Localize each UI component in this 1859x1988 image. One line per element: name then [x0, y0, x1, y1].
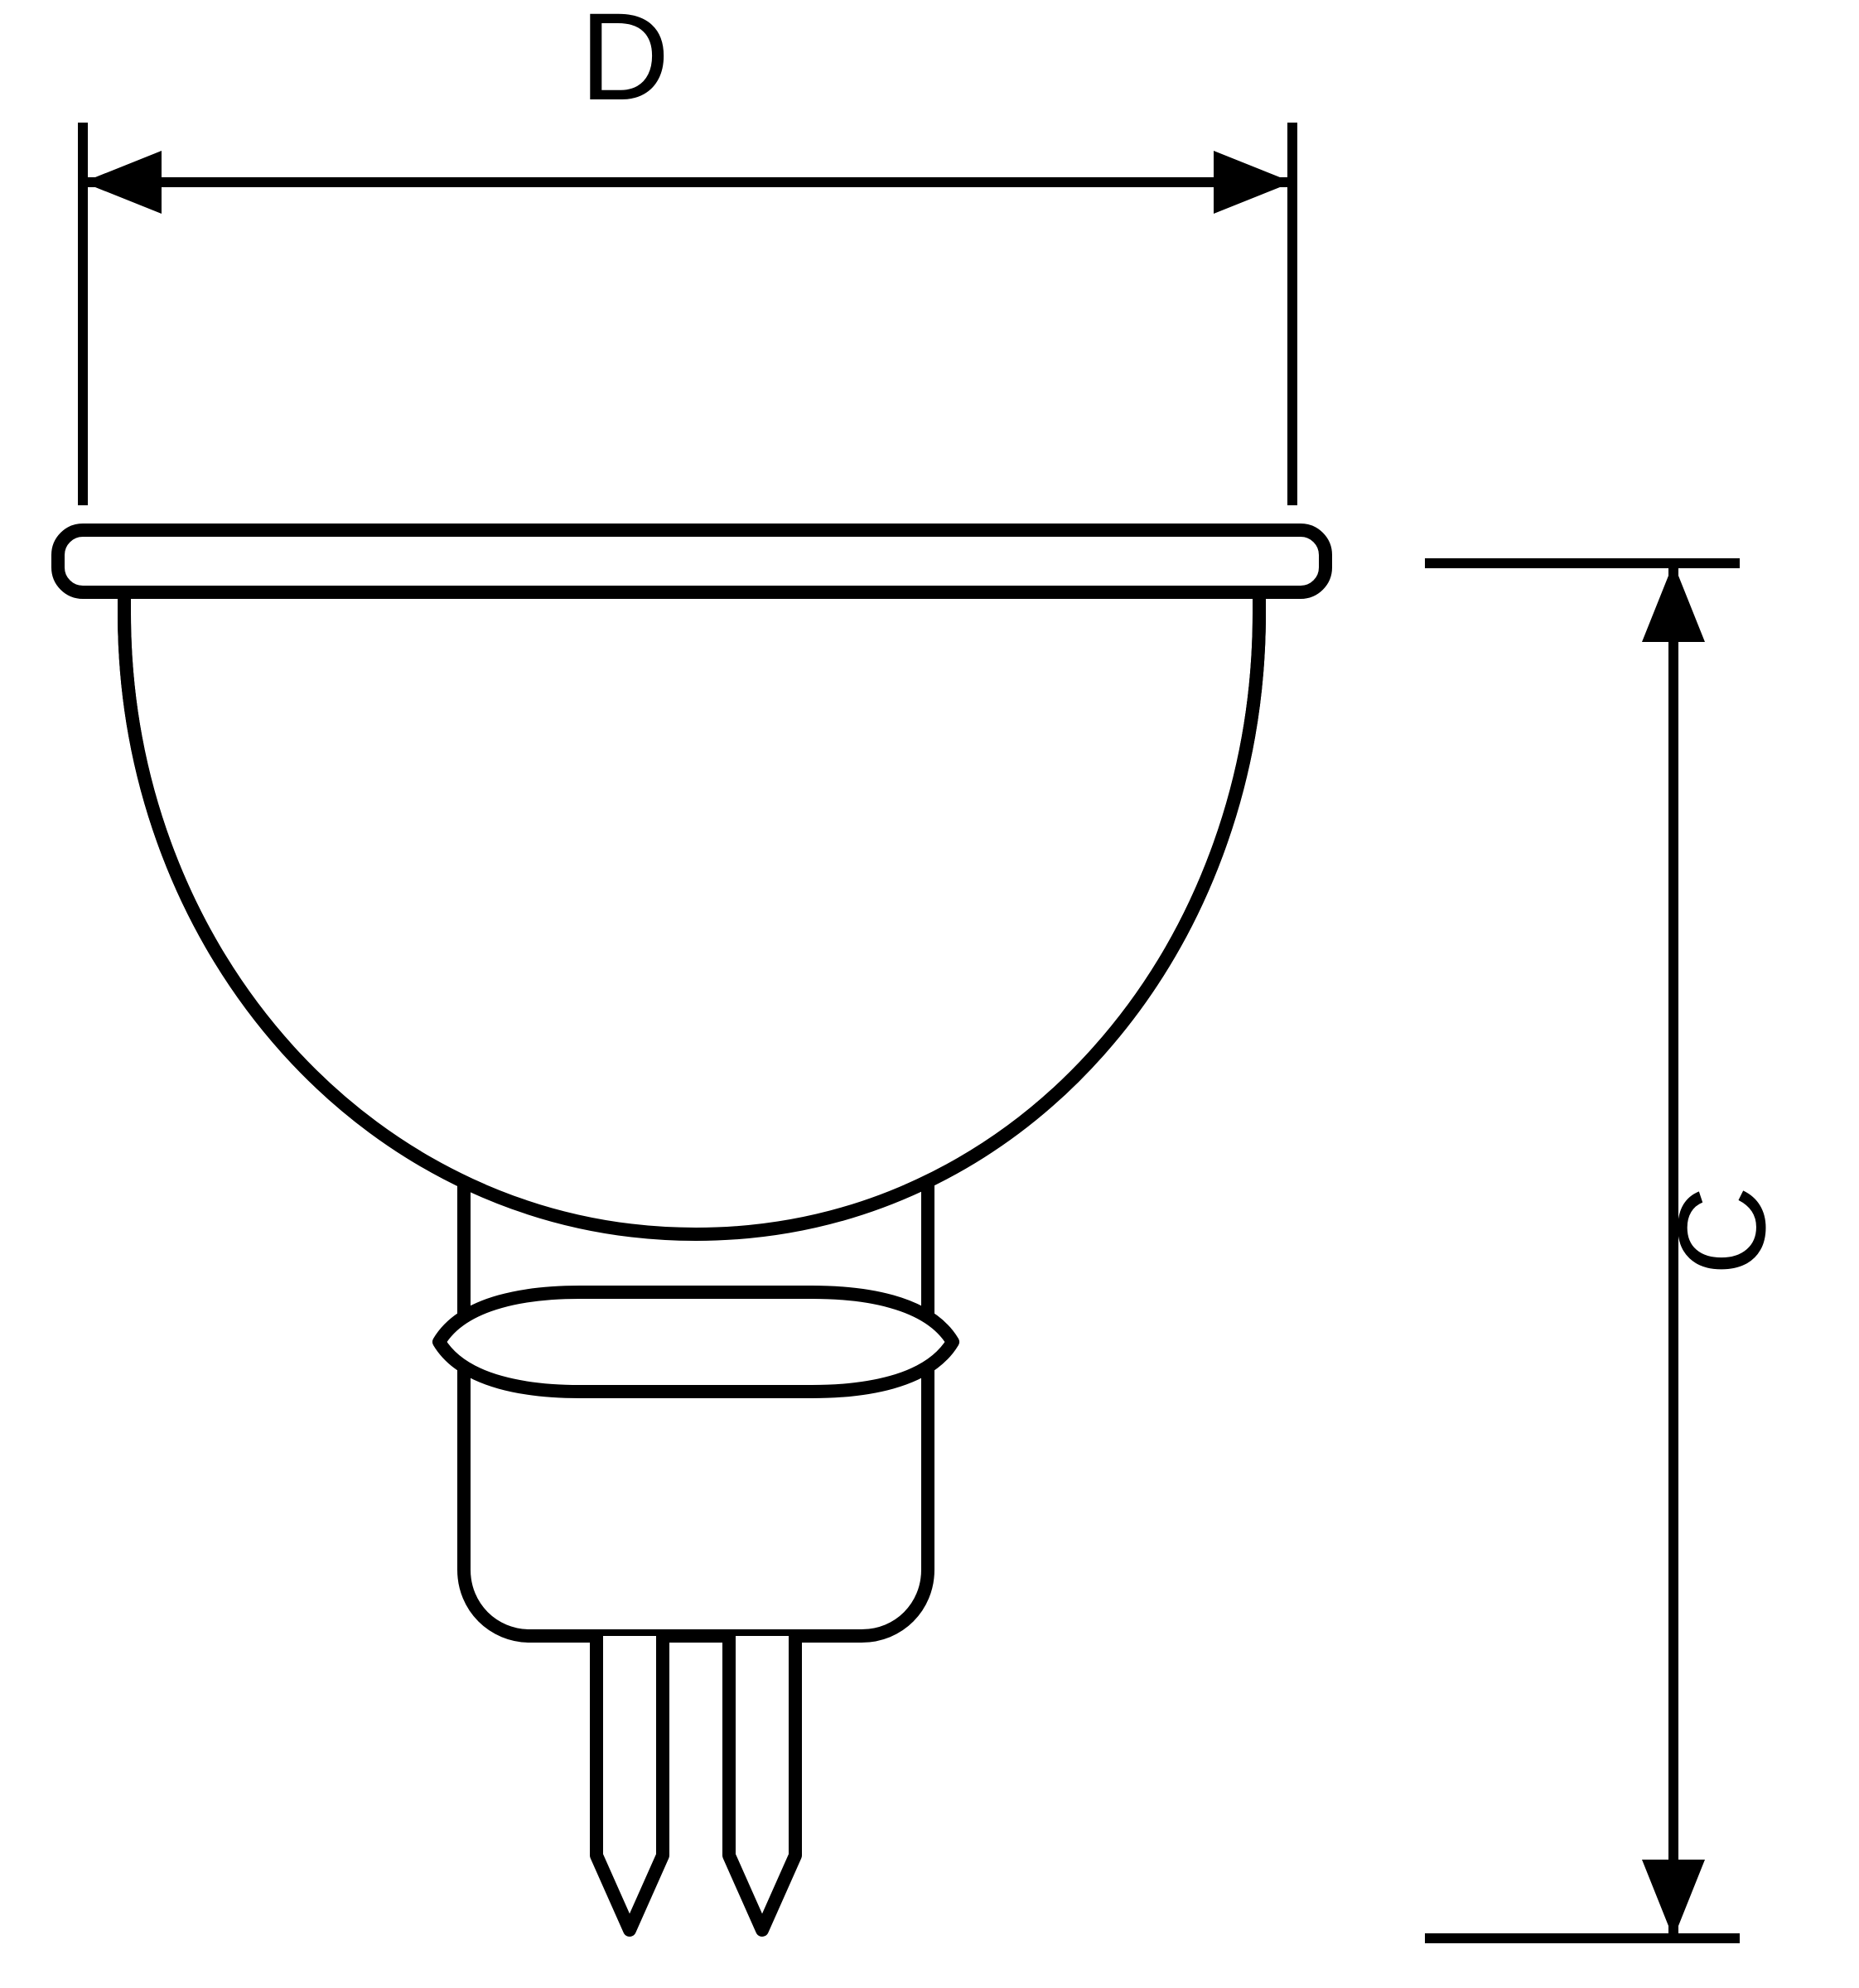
bulb-pin-left [596, 1636, 663, 1930]
dimensional-drawing: DC [0, 0, 1859, 1988]
dim-label-C: C [1652, 1186, 1791, 1276]
dim-D-arrow-left [83, 151, 162, 214]
dim-D-arrow-right [1214, 151, 1292, 214]
bulb-rim [58, 530, 1325, 592]
bulb-pin-right [729, 1636, 795, 1930]
bulb-neck-band [439, 1292, 953, 1392]
dim-C-arrow-top [1642, 563, 1705, 642]
bulb-neck [464, 1185, 928, 1636]
bulb-cup [124, 592, 1259, 1234]
dim-C-arrow-bottom [1642, 1860, 1705, 1938]
dim-label-D: D [580, 0, 669, 126]
